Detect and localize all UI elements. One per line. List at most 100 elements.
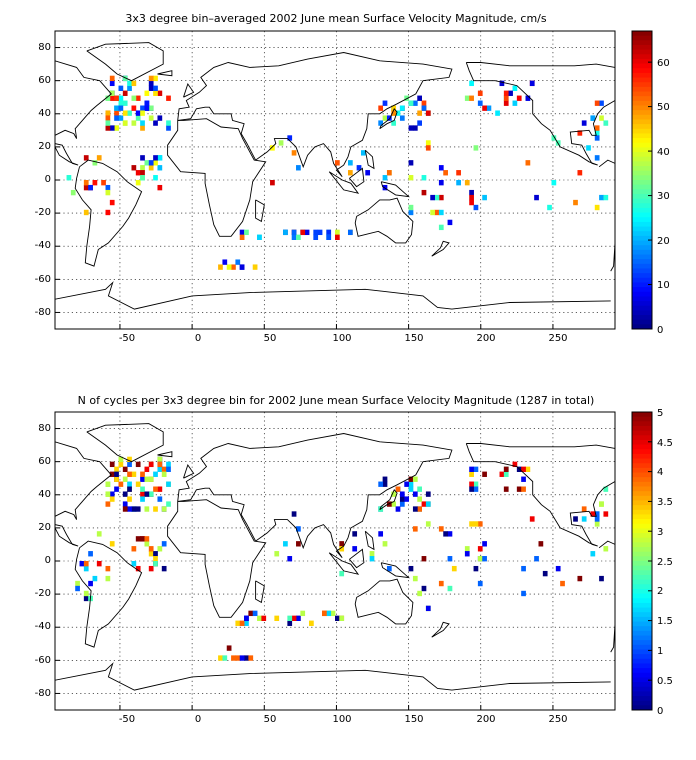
data-cell	[412, 506, 418, 512]
data-cell	[486, 105, 492, 111]
data-cell	[503, 100, 509, 106]
data-cell	[140, 496, 145, 502]
data-cell	[105, 110, 111, 116]
data-cell	[339, 546, 345, 552]
colorbar-segment	[632, 547, 652, 553]
data-cell	[140, 476, 145, 482]
data-cell	[127, 110, 132, 116]
data-cell	[399, 496, 405, 502]
y-tick-label: 40	[38, 489, 51, 500]
colorbar-segment	[632, 696, 652, 702]
data-cell	[231, 655, 236, 661]
coastline	[157, 70, 173, 77]
data-cell	[283, 541, 288, 547]
data-cell	[469, 466, 474, 472]
colorbar-segment	[632, 672, 652, 678]
data-cell	[135, 115, 141, 121]
data-cell	[270, 145, 275, 151]
coastline	[349, 548, 365, 569]
data-cell	[109, 491, 115, 497]
data-cell	[127, 496, 132, 502]
data-cell	[408, 486, 414, 492]
x-tick-label: 250	[548, 714, 567, 725]
data-cell	[417, 486, 422, 492]
data-cell	[135, 170, 141, 176]
colorbar-tick-label: 0	[657, 706, 663, 717]
data-cell	[88, 580, 93, 587]
data-cell	[118, 100, 124, 106]
data-cell	[144, 506, 150, 512]
coastline	[167, 499, 267, 618]
data-cell	[438, 165, 444, 171]
data-cell	[135, 536, 141, 542]
colorbar-segment	[632, 324, 652, 330]
data-cell	[339, 615, 345, 621]
data-cell	[244, 655, 249, 661]
colorbar-segment	[632, 180, 652, 186]
colorbar-segment	[632, 570, 652, 576]
data-cell	[599, 575, 604, 582]
coastline	[86, 423, 164, 463]
colorbar-segment	[632, 579, 652, 585]
colorbar-segment	[632, 421, 652, 427]
data-cell	[399, 115, 405, 121]
data-cell	[166, 120, 171, 126]
data-cell	[92, 575, 98, 582]
data-cell	[529, 516, 535, 522]
coastline	[328, 552, 360, 575]
data-cell	[382, 541, 388, 547]
data-cell	[581, 120, 587, 126]
data-cell	[140, 120, 145, 126]
data-cell	[590, 551, 596, 557]
data-cell	[525, 95, 531, 101]
data-cell	[118, 95, 124, 101]
data-cell	[140, 175, 145, 181]
data-cell	[326, 234, 332, 240]
data-cell	[347, 229, 353, 236]
data-cell	[157, 466, 163, 472]
data-cell	[92, 180, 98, 186]
colorbar-segment	[632, 212, 652, 218]
data-cell	[218, 264, 223, 270]
data-cell	[473, 486, 479, 492]
data-cell	[430, 194, 435, 201]
data-cell	[477, 100, 483, 106]
data-cell	[131, 120, 137, 126]
colorbar-segment	[632, 477, 652, 483]
x-tick-label: 250	[548, 333, 567, 344]
data-cell	[447, 531, 453, 537]
data-cell	[386, 565, 392, 572]
data-cell	[144, 476, 150, 482]
y-tick-labels: 80 60 40 20 0 -20 -40 -60 -80	[35, 42, 51, 318]
data-cell	[451, 565, 457, 572]
data-cell	[118, 456, 124, 463]
chart-title: N of cycles per 3x3 degree bin for 2002 …	[78, 394, 595, 407]
data-cell	[425, 605, 431, 612]
data-cell	[296, 526, 301, 532]
data-cell	[469, 486, 474, 492]
data-cell	[369, 556, 375, 562]
data-cell	[291, 229, 297, 236]
data-cell	[122, 506, 128, 512]
data-cell	[122, 90, 128, 96]
colorbar-segment	[632, 249, 652, 255]
data-cell	[131, 546, 137, 552]
data-cell	[534, 556, 539, 562]
data-cell	[140, 486, 145, 492]
data-cell	[144, 536, 150, 542]
coastline	[183, 83, 195, 98]
colorbar-segment	[632, 640, 652, 646]
y-tick-label: -80	[35, 307, 51, 318]
data-cell	[274, 615, 280, 621]
data-cell	[127, 85, 132, 91]
data-cell	[257, 615, 262, 621]
data-cell	[148, 165, 154, 171]
data-cell	[122, 476, 128, 482]
colorbar-tick-label: 0	[657, 325, 663, 336]
data-cell	[482, 541, 487, 547]
data-cell	[105, 95, 111, 101]
data-cell	[166, 466, 171, 472]
data-cell	[144, 491, 150, 497]
colorbar-segment	[632, 259, 652, 265]
colorbar-segment	[632, 319, 652, 325]
